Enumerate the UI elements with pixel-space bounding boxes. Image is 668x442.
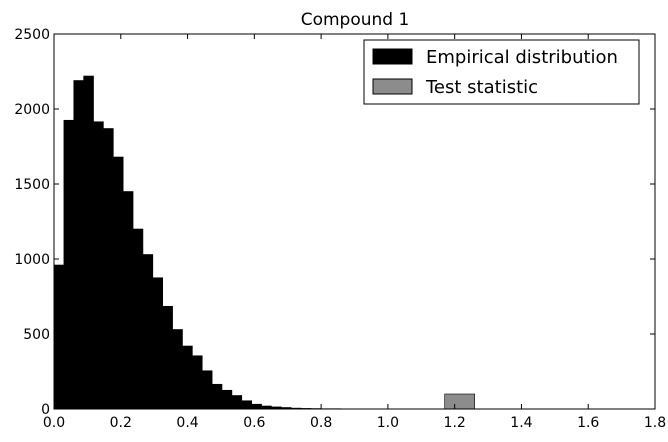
y-tick-label: 0 [41,402,50,418]
test-statistic-bars [444,393,475,410]
test-statistic-bar [444,393,475,410]
legend-label-test-statistic: Test statistic [425,77,538,98]
y-axis-tick-labels: 0 500 1000 1500 2000 2500 [14,27,50,418]
x-tick-label: 0.2 [110,415,132,431]
x-tick-label: 1.0 [377,415,399,431]
plot-frame [53,33,656,410]
x-axis-ticks [53,34,656,409]
empirical-distribution-bar [231,395,243,410]
empirical-distribution-bar [251,403,262,410]
y-tick-label: 500 [23,327,50,343]
empirical-distribution-bar [152,277,164,410]
chart-title: Compound 1 [301,10,410,30]
legend: Empirical distribution Test statistic [363,39,640,105]
x-tick-label: 1.2 [444,415,466,431]
empirical-distribution-bar [63,119,75,410]
y-tick-label: 2500 [14,27,50,43]
empirical-distribution-bar [103,128,114,410]
empirical-distribution-bar [241,400,252,410]
empirical-distribution-bar [53,264,65,410]
empirical-distribution-bar [221,389,233,410]
empirical-distribution-bar [142,254,154,410]
empirical-distribution-bar [201,370,213,410]
x-axis-tick-labels: 0.0 0.2 0.4 0.6 0.8 1.0 1.2 1.4 1.6 1.8 [43,415,666,431]
legend-label-empirical-distribution: Empirical distribution [426,47,618,68]
empirical-distribution-bar [93,121,104,410]
empirical-distribution-bar [172,329,183,410]
empirical-distribution-bars [53,75,391,410]
empirical-distribution-bar [83,75,94,410]
empirical-distribution-bar [211,383,223,410]
y-tick-label: 1000 [14,252,50,268]
x-tick-label: 1.8 [644,415,666,431]
empirical-distribution-bar [113,156,124,410]
empirical-distribution-bar [182,345,193,410]
legend-swatch-test-statistic [372,78,413,95]
x-tick-label: 0.6 [243,415,265,431]
y-tick-label: 1500 [14,177,50,193]
x-tick-label: 0.0 [43,415,65,431]
empirical-distribution-bar [162,305,173,410]
x-tick-label: 1.6 [577,415,599,431]
x-tick-label: 0.4 [176,415,198,431]
legend-swatch-empirical-distribution [372,48,413,65]
empirical-distribution-bar [73,80,84,410]
y-axis-ticks [54,33,655,410]
x-tick-label: 1.4 [510,415,532,431]
y-tick-label: 2000 [14,102,50,118]
empirical-distribution-bar [192,355,203,410]
empirical-distribution-bar [122,191,134,410]
empirical-distribution-bar [132,228,144,410]
x-tick-label: 0.8 [310,415,332,431]
